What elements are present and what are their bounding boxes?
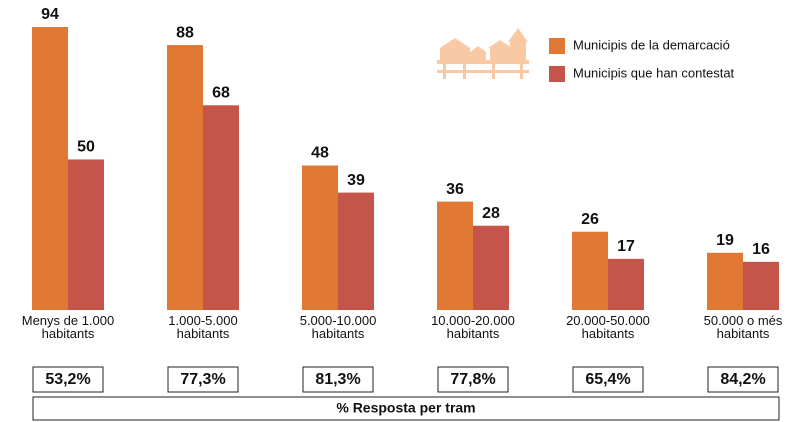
footer-box — [32, 396, 780, 421]
legend-swatch — [549, 66, 565, 82]
response-box — [437, 366, 509, 393]
bar — [203, 105, 239, 310]
bar — [302, 165, 338, 310]
legend-label: Municipis que han contestat — [573, 65, 735, 80]
x-tick-label: 10.000-20.000 habitants — [431, 313, 515, 341]
x-tick-label: 1.000-5.000 habitants — [168, 313, 238, 341]
data-label: 36 — [446, 181, 464, 198]
response-box — [167, 366, 239, 393]
data-label: 17 — [617, 238, 635, 255]
bar — [473, 225, 509, 310]
response-label: 53,2% — [45, 371, 90, 388]
response-box — [302, 366, 374, 393]
bar — [338, 192, 374, 310]
response-label: 65,4% — [585, 371, 630, 388]
data-label: 19 — [716, 232, 734, 249]
data-label: 48 — [311, 145, 329, 162]
response-box — [572, 366, 644, 393]
data-label: 26 — [581, 211, 599, 228]
x-tick-label: 50.000 o més habitants — [703, 313, 783, 341]
legend-label: Municipis de la demarcació — [573, 37, 730, 52]
response-box — [32, 366, 104, 393]
bar — [68, 159, 104, 310]
bar — [167, 45, 203, 310]
response-label: 77,8% — [450, 371, 495, 388]
data-label: 94 — [41, 6, 59, 23]
bar — [707, 252, 743, 310]
bar — [572, 231, 608, 310]
bar — [437, 201, 473, 310]
bar — [608, 258, 644, 310]
data-label: 28 — [482, 205, 500, 222]
x-tick-label: 20.000-50.000 habitants — [566, 313, 650, 341]
footer-label: % Resposta per tram — [336, 400, 475, 416]
response-label: 81,3% — [315, 371, 360, 388]
response-label: 84,2% — [720, 371, 765, 388]
town-icon — [437, 28, 529, 79]
x-tick-label: Menys de 1.000 habitants — [21, 313, 115, 341]
data-label: 39 — [347, 172, 365, 189]
bar — [32, 27, 68, 310]
bar — [743, 261, 779, 310]
data-label: 68 — [212, 84, 230, 101]
data-label: 88 — [176, 24, 194, 41]
response-box — [707, 366, 779, 393]
legend-swatch — [549, 38, 565, 54]
x-tick-label: 5.000-10.000 habitants — [299, 313, 377, 341]
data-label: 16 — [752, 241, 770, 258]
data-label: 50 — [77, 139, 95, 156]
response-label: 77,3% — [180, 371, 225, 388]
